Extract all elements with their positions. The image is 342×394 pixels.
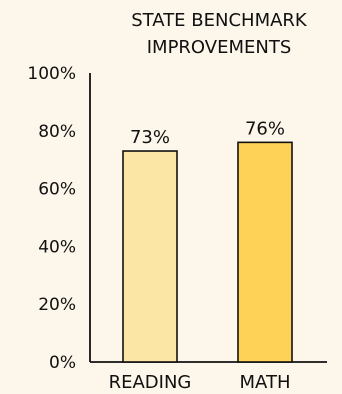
y-tick-label-40pct: 40%	[38, 237, 76, 257]
y-tick-label-0pct: 0%	[49, 353, 76, 373]
category-label-reading: READING	[109, 372, 192, 393]
y-tick-label-100pct: 100%	[27, 64, 76, 84]
data-label-reading: 73%	[130, 127, 170, 148]
y-tick-label-20pct: 20%	[38, 295, 76, 315]
chart-title-line-1: STATE BENCHMARK	[131, 10, 308, 31]
y-tick-label-60pct: 60%	[38, 180, 76, 200]
bar-math	[237, 141, 293, 363]
chart-marks: 0% 20% 40% 60% 80% 100% 73% READING 76% MATH	[27, 64, 327, 393]
chart-title-line-2: IMPROVEMENTS	[147, 37, 292, 58]
data-label-math: 76%	[245, 118, 285, 139]
y-tick-label-80pct: 80%	[38, 122, 76, 142]
bar-reading	[122, 150, 178, 363]
category-label-math: MATH	[240, 372, 291, 393]
